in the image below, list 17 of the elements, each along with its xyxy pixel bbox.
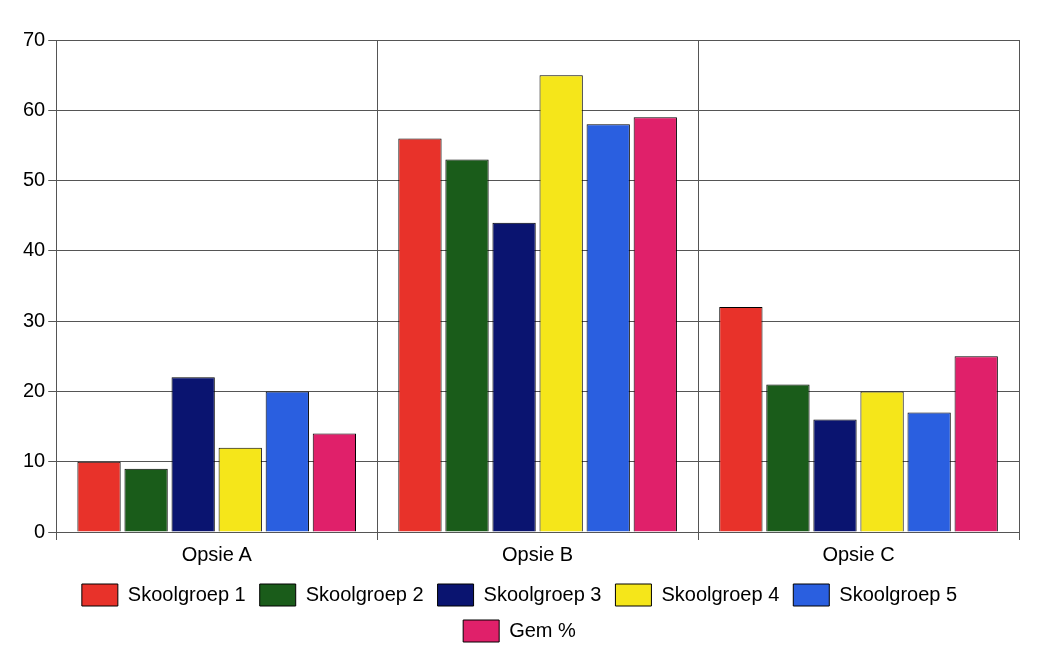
y-tick-label: 30 [23, 308, 46, 331]
y-tick-label: 10 [23, 449, 46, 472]
y-tick-label: 60 [23, 97, 46, 120]
legend-label: Gem % [509, 618, 577, 641]
x-tick-label: Opsie C [822, 542, 895, 565]
y-tick-label: 40 [23, 238, 46, 261]
legend-label: Skoolgroep 5 [839, 582, 958, 605]
legend-label: Skoolgroep 4 [661, 582, 780, 605]
y-tick-label: 0 [34, 519, 46, 542]
legend-label: Skoolgroep 1 [127, 582, 246, 605]
legend-label: Skoolgroep 3 [483, 582, 602, 605]
y-tick-label: 50 [23, 168, 46, 191]
y-tick-label: 70 [23, 27, 46, 50]
legend-label: Skoolgroep 2 [305, 582, 424, 605]
x-tick-label: Opsie A [181, 542, 253, 565]
x-tick-label: Opsie B [502, 542, 574, 565]
y-tick-label: 20 [23, 378, 46, 401]
